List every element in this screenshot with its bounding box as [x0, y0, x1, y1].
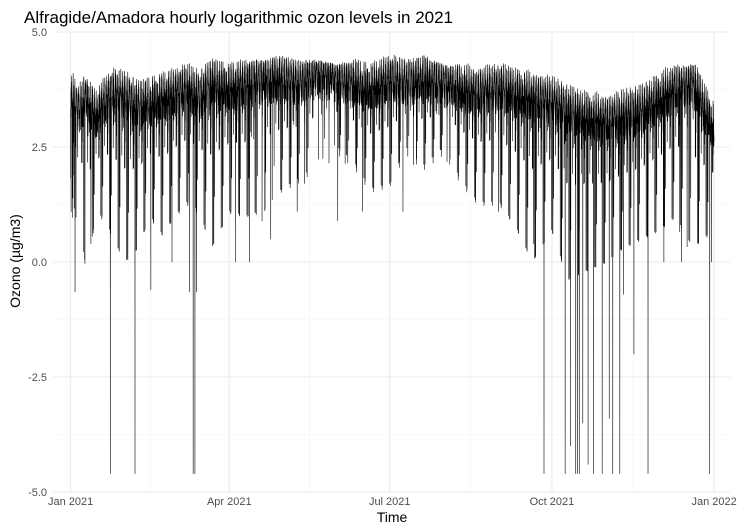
x-tick-label: Apr 2021	[207, 496, 252, 508]
x-tick-label: Jan 2021	[48, 496, 93, 508]
y-tick-label: -2.5	[28, 372, 47, 384]
x-tick-label: Jan 2022	[692, 496, 737, 508]
series-line	[70, 54, 715, 474]
y-tick-label: 0.0	[32, 257, 47, 269]
x-axis-label: Time	[377, 509, 408, 525]
x-tick-label: Oct 2021	[530, 496, 575, 508]
y-tick-label: -5.0	[28, 487, 47, 499]
y-tick-label: 5.0	[32, 27, 47, 39]
ozone-series	[70, 54, 715, 474]
y-axis-label: Ozono (µg/m3)	[7, 214, 23, 308]
x-axis-ticks: Jan 2021 Apr 2021 Jul 2021 Oct 2021 Jan 2022	[48, 496, 737, 508]
y-tick-label: 2.5	[32, 142, 47, 154]
x-tick-label: Jul 2021	[369, 496, 411, 508]
plot-grid	[53, 31, 730, 493]
chart-title: Alfragide/Amadora hourly logarithmic ozo…	[24, 8, 453, 27]
y-axis-ticks: -5.0 -2.5 0.0 2.5 5.0	[28, 27, 47, 499]
